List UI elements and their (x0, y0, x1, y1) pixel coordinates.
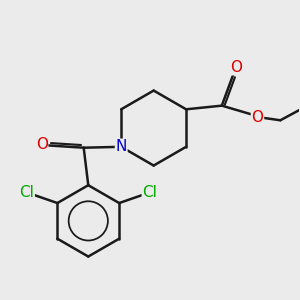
Text: Cl: Cl (142, 185, 157, 200)
Text: O: O (36, 137, 48, 152)
Text: N: N (116, 139, 127, 154)
Text: O: O (230, 60, 242, 75)
Text: Cl: Cl (19, 185, 34, 200)
Text: O: O (251, 110, 263, 125)
